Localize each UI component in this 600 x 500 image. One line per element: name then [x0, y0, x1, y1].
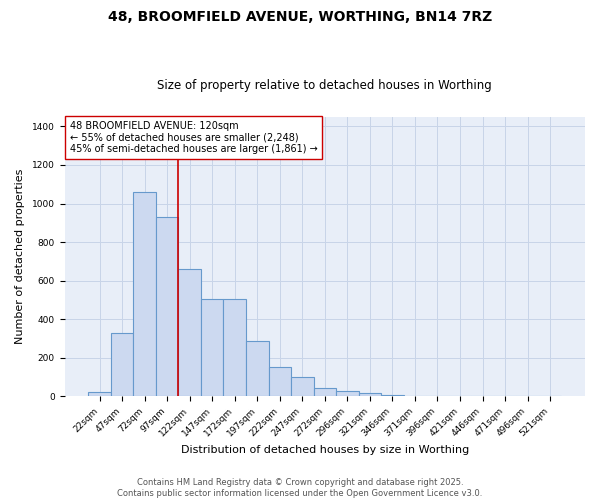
Bar: [246, 342, 269, 396]
Bar: [381, 394, 404, 396]
Bar: [111, 332, 133, 396]
Bar: [88, 392, 111, 396]
Text: Contains HM Land Registry data © Crown copyright and database right 2025.
Contai: Contains HM Land Registry data © Crown c…: [118, 478, 482, 498]
Bar: [269, 368, 291, 396]
Text: 48, BROOMFIELD AVENUE, WORTHING, BN14 7RZ: 48, BROOMFIELD AVENUE, WORTHING, BN14 7R…: [108, 10, 492, 24]
Bar: [201, 299, 223, 396]
Bar: [223, 299, 246, 396]
Bar: [336, 392, 359, 396]
Bar: [359, 393, 381, 396]
Y-axis label: Number of detached properties: Number of detached properties: [15, 169, 25, 344]
Bar: [156, 217, 178, 396]
Bar: [133, 192, 156, 396]
X-axis label: Distribution of detached houses by size in Worthing: Distribution of detached houses by size …: [181, 445, 469, 455]
Bar: [291, 377, 314, 396]
Title: Size of property relative to detached houses in Worthing: Size of property relative to detached ho…: [157, 79, 492, 92]
Text: 48 BROOMFIELD AVENUE: 120sqm
← 55% of detached houses are smaller (2,248)
45% of: 48 BROOMFIELD AVENUE: 120sqm ← 55% of de…: [70, 121, 317, 154]
Bar: [314, 388, 336, 396]
Bar: [178, 269, 201, 396]
